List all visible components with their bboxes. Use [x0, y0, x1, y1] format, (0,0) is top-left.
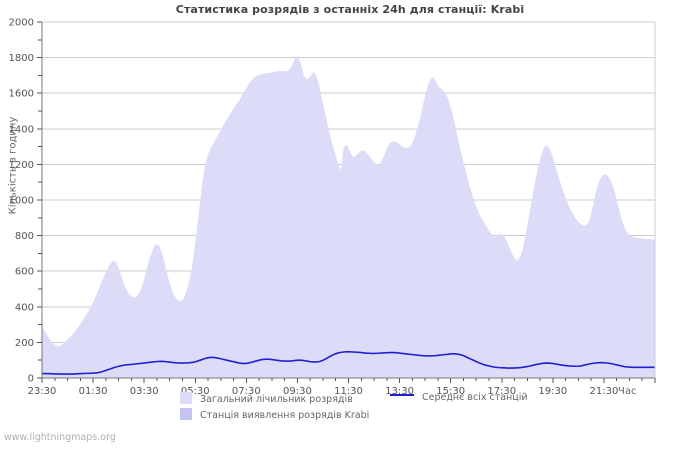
area-series-0	[42, 55, 655, 379]
legend-swatch-total-icon	[180, 392, 192, 404]
y-tick-label: 1600	[9, 89, 34, 100]
x-tick-label: 01:30	[79, 386, 108, 397]
x-tick-label: 15:30	[436, 386, 465, 397]
y-tick-label: 200	[15, 338, 34, 349]
x-tick-labels-group: 23:30 01:30 03:30 05:30 07:30 09:30 11:30 13:30…	[28, 386, 619, 397]
y-tick-labels-group: 0 200 400 600 800 1000 1200 1400 1600 1800 2000	[9, 18, 34, 385]
legend-swatch-station-icon	[180, 408, 192, 420]
x-tick-label: 21:30	[590, 386, 619, 397]
y-axis-label: Кількість в годину	[7, 116, 19, 215]
legend-line-average-icon	[390, 394, 414, 396]
legend-item-station[interactable]: Станція виявлення розрядів Krabi	[180, 408, 369, 421]
y-tick-label: 400	[15, 302, 34, 313]
tick-marks-group	[37, 21, 656, 383]
chart-legend: Загальний лічильник розрядів Станція вия…	[0, 390, 700, 426]
legend-label-average: Середнє всіх станцій	[422, 392, 528, 403]
x-tick-label: 07:30	[232, 386, 261, 397]
site-watermark: www.lightningmaps.org	[4, 432, 116, 443]
y-tick-label: 1800	[9, 53, 34, 64]
line-series-group	[42, 351, 655, 375]
legend-label-station: Станція виявлення розрядів Krabi	[200, 410, 370, 421]
line-series-average	[42, 351, 655, 375]
area-series-group	[42, 55, 655, 379]
y-tick-label: 1000	[9, 196, 34, 207]
y-tick-label: 600	[15, 267, 34, 278]
y-tick-label: 800	[15, 231, 34, 242]
x-tick-label: 19:30	[538, 386, 567, 397]
x-tick-label: 17:30	[487, 386, 516, 397]
x-axis-label: Час	[618, 386, 637, 397]
x-tick-label: 03:30	[130, 386, 159, 397]
x-tick-label: 23:30	[28, 386, 57, 397]
y-tick-label: 1200	[9, 160, 34, 171]
legend-item-average[interactable]: Середнє всіх станцій	[390, 392, 528, 403]
x-tick-label: 05:30	[181, 386, 210, 397]
legend-label-total: Загальний лічильник розрядів	[200, 394, 353, 405]
y-tick-label: 1400	[9, 124, 34, 135]
x-tick-label: 13:30	[385, 386, 414, 397]
y-tick-label: 0	[28, 374, 34, 385]
x-tick-label: 09:30	[283, 386, 312, 397]
x-tick-label: 11:30	[334, 386, 363, 397]
y-tick-label: 2000	[9, 18, 34, 29]
chart-title: Статистика розрядів з останніх 24h для с…	[175, 3, 525, 16]
legend-item-total[interactable]: Загальний лічильник розрядів	[180, 392, 353, 405]
